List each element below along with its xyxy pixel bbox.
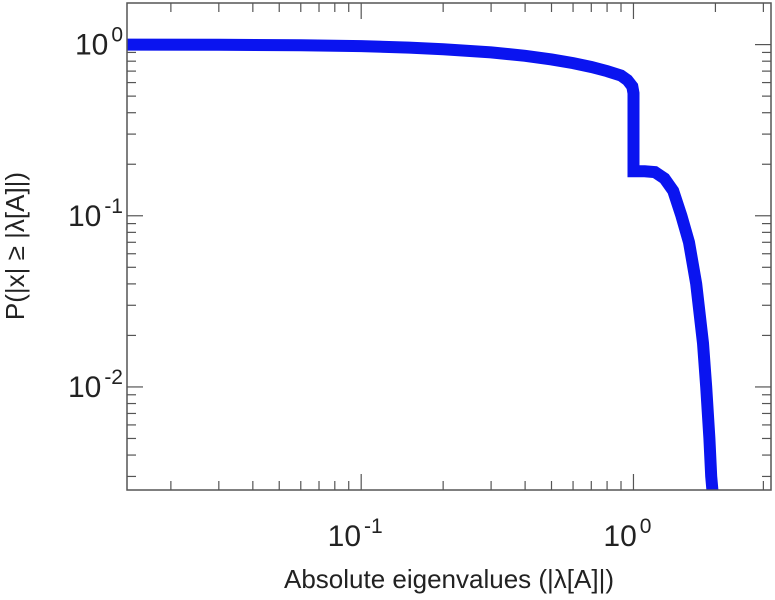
x-axis-label: Absolute eigenvalues (|λ[A]|): [284, 564, 614, 594]
series-layer: [126, 38, 719, 491]
x-tick-label: 10 -1: [328, 515, 383, 553]
y-axis-label: P(|x| ≥ |λ[A]|): [0, 172, 30, 320]
ticks-layer: 10 -1 10 0 10 0 10 -1 10 -2: [68, 3, 771, 553]
labels-layer: Absolute eigenvalues (|λ[A]|) P(|x| ≥ |λ…: [0, 172, 614, 594]
x-tick-label: 10 0: [603, 515, 651, 553]
y-tick-label: 10 -1: [68, 195, 123, 233]
series-line: [126, 38, 719, 491]
y-tick-label: 10 -2: [68, 366, 123, 404]
y-tick-label: 10 0: [75, 24, 123, 62]
plot-frame: [126, 2, 772, 491]
